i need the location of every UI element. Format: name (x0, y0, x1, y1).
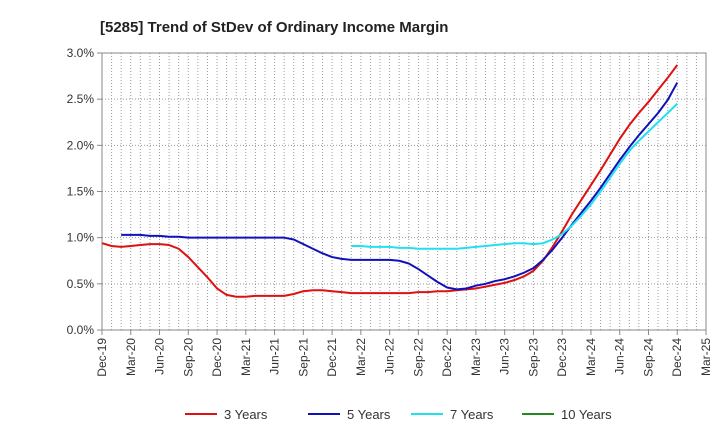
y-tick-label: 0.0% (67, 323, 95, 337)
series-line-3-years (101, 64, 679, 298)
x-tick-label: Mar-23 (469, 338, 483, 376)
plot-area: 0.0% 0.5% 1.0% 1.5% 2.0% 2.5% 3.0% Dec-19 Mar-20… (67, 46, 713, 377)
x-tick-label: Jun-23 (498, 338, 512, 375)
x-tick-label: Jun-20 (153, 338, 167, 375)
y-tick-label: 2.5% (67, 92, 95, 106)
x-tick-label: Dec-20 (210, 338, 224, 377)
x-tick-label: Mar-21 (239, 338, 253, 376)
x-tick-label: Dec-23 (555, 338, 569, 377)
y-tick-label: 1.5% (67, 185, 95, 199)
legend-label: 5 Years (347, 407, 391, 422)
x-tick-label: Dec-21 (325, 338, 339, 377)
x-tick-label: Sep-22 (411, 338, 425, 377)
y-tick-label: 1.0% (67, 231, 95, 245)
legend-label: 10 Years (561, 407, 612, 422)
x-tick-label: Sep-24 (641, 338, 655, 377)
x-tick-label: Mar-22 (354, 338, 368, 376)
y-tick-label: 2.0% (67, 138, 95, 152)
chart-title: [5285] Trend of StDev of Ordinary Income… (100, 19, 448, 36)
y-tick-label: 3.0% (67, 46, 95, 60)
x-tick-label: Mar-25 (699, 338, 713, 376)
x-tick-label: Sep-21 (296, 338, 310, 377)
legend-label: 3 Years (224, 407, 268, 422)
x-tick-label: Dec-19 (95, 338, 109, 377)
y-tick-label: 0.5% (67, 277, 95, 291)
x-tick-label: Jun-21 (268, 338, 282, 375)
x-tick-label: Sep-23 (526, 338, 540, 377)
x-tick-label: Sep-20 (181, 338, 195, 377)
x-tick-label: Mar-24 (584, 338, 598, 376)
legend-label: 7 Years (450, 407, 494, 422)
series-line-7-years (351, 103, 678, 250)
legend: 3 Years 5 Years 7 Years 10 Years (185, 407, 612, 422)
x-tick-label: Mar-20 (124, 338, 138, 376)
series-line-5-years (121, 82, 679, 291)
x-tick-label: Jun-22 (383, 338, 397, 375)
x-tick-label: Jun-24 (613, 338, 627, 375)
x-tick-label: Dec-24 (670, 338, 684, 377)
x-tick-label: Dec-22 (440, 338, 454, 377)
